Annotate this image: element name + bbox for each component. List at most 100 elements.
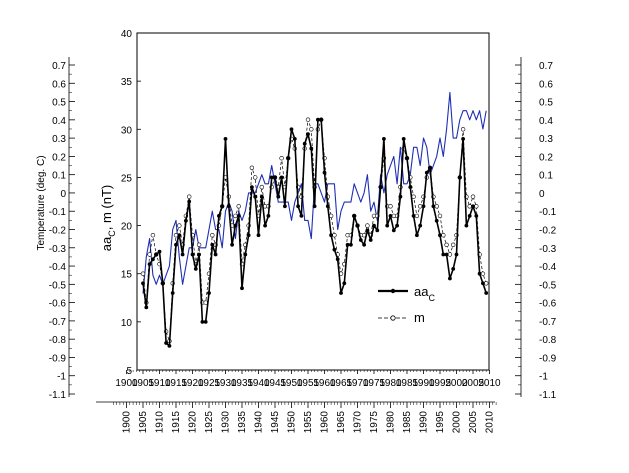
bottom-x-tick-label-4: 1920 xyxy=(188,411,199,434)
series-aa-point-1910 xyxy=(157,249,162,254)
left-temp-tick-label-18: -1.1 xyxy=(49,390,67,401)
series-aa-point-1965 xyxy=(339,291,343,295)
series-aa-point-2000 xyxy=(454,252,459,257)
series-aa-point-1973 xyxy=(365,228,370,233)
top-x-tick-label-1: 1905 xyxy=(132,378,155,389)
series-aa-point-1961 xyxy=(325,204,330,209)
series-aa-point-1929 xyxy=(220,204,225,209)
top-x-tick-label-20: 2000 xyxy=(445,378,468,389)
series-aa-point-1971 xyxy=(358,238,363,242)
series-aa-point-1966 xyxy=(342,281,347,286)
series-m-point-1934 xyxy=(236,204,241,209)
top-x-tick-label-3: 1915 xyxy=(165,378,188,389)
series-m-point-1989 xyxy=(418,204,423,209)
series-aa-point-2009 xyxy=(484,291,489,295)
top-x-tick-label-10: 1950 xyxy=(280,378,303,389)
right-temp-tick-label-7: 0 xyxy=(539,189,545,200)
series-aa-point-1953 xyxy=(299,214,304,218)
inner-y-tick-label-4: 25 xyxy=(121,173,133,184)
inner-y-tick-label-5: 30 xyxy=(121,125,133,136)
series-aa-point-1954 xyxy=(302,141,307,146)
series-aa-point-1988 xyxy=(415,233,419,238)
series-aa-point-1993 xyxy=(431,204,436,209)
right-temp-tick-label-10: -0.3 xyxy=(539,244,557,255)
left-temp-tick-label-16: -0.9 xyxy=(49,353,67,364)
series-m-point-1919 xyxy=(187,194,192,199)
right-temp-tick-label-4: 0.3 xyxy=(539,134,553,145)
left-temp-tick-label-5: 0.2 xyxy=(52,152,66,163)
bottom-x-tick-label-1: 1905 xyxy=(138,411,149,434)
series-aa-point-1921 xyxy=(193,267,198,271)
left-temp-tick-label-0: 0.7 xyxy=(52,61,66,72)
series-aa-point-1919 xyxy=(187,199,192,204)
left-temp-tick-label-11: -0.4 xyxy=(49,262,67,273)
series-m-point-2005 xyxy=(470,194,476,199)
series-m-point-1907 xyxy=(147,252,152,257)
series-aa-point-2003 xyxy=(464,223,469,228)
series-m-point-2008 xyxy=(480,271,486,276)
top-x-tick-label-22: 2010 xyxy=(478,378,501,389)
bottom-x-tick-label-14: 1970 xyxy=(353,411,364,434)
right-temp-tick-label-5: 0.2 xyxy=(539,152,553,163)
series-aa-point-1995 xyxy=(438,233,442,238)
series-aa-point-1934 xyxy=(236,214,241,218)
series-aa-point-1986 xyxy=(408,185,413,190)
series-aa-point-2007 xyxy=(477,271,482,276)
series-aa-point-1926 xyxy=(210,242,215,247)
bottom-x-tick-label-12: 1960 xyxy=(320,411,331,434)
series-aa-point-1974 xyxy=(368,238,373,242)
series-aa-point-1959 xyxy=(319,117,324,122)
right-temp-tick-label-11: -0.4 xyxy=(539,262,557,273)
left-temp-tick-label-2: 0.5 xyxy=(52,98,66,109)
series-aa-point-1972 xyxy=(362,242,366,247)
top-x-tick-label-6: 1930 xyxy=(214,378,237,389)
legend-aa-marker xyxy=(390,288,396,294)
series-aa-point-1998 xyxy=(448,276,452,281)
series-aa-point-1996 xyxy=(441,252,446,257)
top-x-tick-label-9: 1945 xyxy=(264,378,287,389)
series-m-point-1997 xyxy=(444,242,449,248)
series-aa-point-1932 xyxy=(230,242,235,247)
series-m-point-1947 xyxy=(279,156,284,161)
series-aa-point-1952 xyxy=(296,204,300,209)
top-x-tick-label-21: 2005 xyxy=(462,378,485,389)
right-temp-tick-label-13: -0.6 xyxy=(539,299,557,310)
series-aa-point-1928 xyxy=(217,214,221,218)
inner-y-tick-label-7: 40 xyxy=(121,29,133,40)
bottom-x-tick-label-13: 1965 xyxy=(336,411,347,434)
legend-m-label: m xyxy=(414,310,425,325)
left-temp-tick-label-15: -0.8 xyxy=(49,335,67,346)
series-m-point-1998 xyxy=(447,252,453,257)
series-aa-point-1939 xyxy=(253,194,258,199)
series-aa-point-1912 xyxy=(164,341,169,345)
series-aa-point-1908 xyxy=(151,257,155,262)
series-aa-point-2002 xyxy=(461,137,465,141)
bottom-x-tick-label-11: 1955 xyxy=(303,411,314,434)
right-temp-tick-label-3: 0.4 xyxy=(539,116,553,127)
series-aa-point-1964 xyxy=(335,257,340,262)
series-aa-point-2005 xyxy=(471,204,475,209)
left-temp-tick-label-10: -0.3 xyxy=(49,244,67,255)
series-aa-point-1968 xyxy=(349,242,353,247)
left-temp-tick-label-17: -1 xyxy=(57,372,66,383)
series-m-point-2006 xyxy=(474,204,479,209)
right-temp-tick-label-6: 0.1 xyxy=(539,171,553,182)
left-axis-title: Temperature (deg. C) xyxy=(36,155,47,250)
bottom-x-tick-label-2: 1910 xyxy=(155,411,166,434)
series-aa-point-1962 xyxy=(329,233,333,238)
series-aa-point-1948 xyxy=(283,204,287,209)
top-x-tick-label-17: 1985 xyxy=(396,378,419,389)
series-m-point-1955 xyxy=(305,117,311,122)
series-aa-point-1917 xyxy=(180,252,185,257)
right-temp-tick-label-2: 0.5 xyxy=(539,98,553,109)
top-x-tick-label-5: 1925 xyxy=(198,378,221,389)
bottom-x-tick-label-19: 1995 xyxy=(435,411,446,434)
left-temp-tick-label-12: -0.5 xyxy=(49,280,67,291)
series-aa-point-1987 xyxy=(411,214,416,218)
left-temp-tick-label-3: 0.4 xyxy=(52,116,66,127)
bottom-x-tick-label-22: 2010 xyxy=(485,411,496,434)
series-aa-point-1949 xyxy=(286,156,291,161)
series-aa-point-1956 xyxy=(309,146,314,151)
series-aa-point-1913 xyxy=(167,344,172,348)
